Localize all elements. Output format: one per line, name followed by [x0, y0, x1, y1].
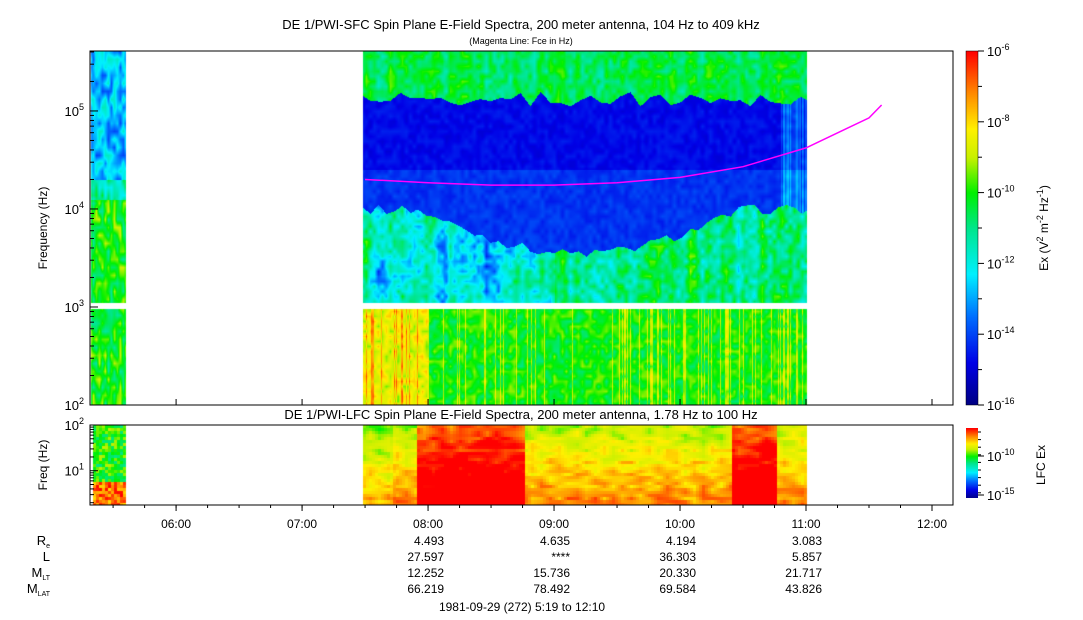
ephemeris-value: 36.303	[659, 550, 696, 564]
colorbar-tick-label: 10-12	[987, 254, 1014, 271]
ephemeris-value: 78.492	[533, 582, 570, 596]
colorbar-tick-label: 10-14	[987, 325, 1014, 342]
lfc-colorbar-tick-label: 10-10	[987, 447, 1014, 464]
lfc-colorbar	[966, 428, 978, 498]
sfc-colorbar-label: Ex (V2 m-2 Hz-1)	[1035, 185, 1051, 271]
sfc-title: DE 1/PWI-SFC Spin Plane E-Field Spectra,…	[282, 17, 760, 32]
ephemeris-value: 66.219	[407, 582, 444, 596]
ephemeris-value: 15.736	[533, 566, 570, 580]
colorbar-tick-label: 10-10	[987, 184, 1014, 201]
ephemeris-value: 69.584	[659, 582, 696, 596]
x-tick-label: 08:00	[413, 517, 443, 531]
sfc-colorbar-frame	[965, 50, 979, 406]
lfc-y-axis-label: Freq (Hz)	[36, 440, 50, 491]
colorbar-tick-label: 10-16	[987, 396, 1014, 413]
lfc-title: DE 1/PWI-LFC Spin Plane E-Field Spectra,…	[284, 407, 757, 422]
ephemeris-value: ****	[551, 550, 570, 564]
ephemeris-value: 20.330	[659, 566, 696, 580]
ephemeris-value: 5.857	[792, 550, 822, 564]
lfc-plot-frame	[89, 424, 954, 506]
y-tick-label: 104	[65, 200, 84, 217]
ephemeris-row-label: Re	[37, 533, 50, 550]
sfc-spectrogram-heatmap	[90, 51, 953, 405]
x-tick-label: 12:00	[917, 517, 947, 531]
ephemeris-value: 4.194	[666, 534, 696, 548]
y-tick-label: 105	[65, 102, 84, 119]
x-tick-label: 11:00	[791, 517, 820, 531]
x-tick-label: 09:00	[539, 517, 569, 531]
ephemeris-value: 27.597	[407, 550, 444, 564]
y-tick-label: 102	[65, 396, 84, 413]
lfc-colorbar-label: LFC Ex	[1034, 445, 1048, 485]
y-tick-label: 103	[65, 298, 84, 315]
colorbar-tick-label: 10-8	[987, 113, 1009, 130]
lfc-spectrogram-heatmap	[90, 425, 953, 505]
sfc-colorbar	[966, 51, 978, 405]
x-tick-label: 10:00	[665, 517, 695, 531]
ephemeris-value: 3.083	[792, 534, 822, 548]
lfc-y-tick-label: 101	[65, 462, 84, 479]
date-range-label: 1981-09-29 (272) 5:19 to 12:10	[439, 600, 605, 614]
sfc-subtitle: (Magenta Line: Fce in Hz)	[469, 36, 573, 46]
colorbar-tick-label: 10-6	[987, 42, 1009, 59]
x-tick-label: 07:00	[287, 517, 317, 531]
ephemeris-value: 21.717	[785, 566, 822, 580]
fce-magenta-line	[365, 104, 883, 186]
ephemeris-row-label: MLT	[32, 565, 51, 582]
lfc-y-tick-label: 102	[65, 416, 84, 433]
sfc-plot-frame	[89, 50, 954, 406]
ephemeris-value: 43.826	[785, 582, 822, 596]
ephemeris-value: 4.493	[414, 534, 444, 548]
sfc-y-axis-label: Frequency (Hz)	[36, 187, 50, 270]
lfc-colorbar-tick-label: 10-15	[987, 486, 1014, 503]
ephemeris-value: 4.635	[540, 534, 570, 548]
ephemeris-value: 12.252	[407, 566, 444, 580]
ephemeris-row-label: MLAT	[27, 581, 51, 598]
x-tick-label: 06:00	[161, 517, 191, 531]
ephemeris-row-label: L	[43, 549, 50, 564]
